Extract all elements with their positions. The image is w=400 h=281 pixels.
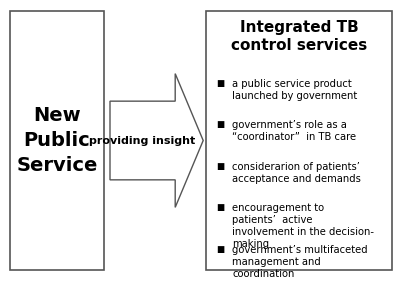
Text: encouragement to
patients’  active
involvement in the decision-
making: encouragement to patients’ active involv… [232, 203, 374, 250]
Polygon shape [110, 74, 203, 207]
Text: ■: ■ [216, 120, 224, 129]
Text: considerarion of patients’
acceptance and demands: considerarion of patients’ acceptance an… [232, 162, 361, 184]
Text: ■: ■ [216, 162, 224, 171]
Text: New
Public
Service: New Public Service [16, 106, 98, 175]
Text: government’s multifaceted
management and
coordination: government’s multifaceted management and… [232, 245, 368, 279]
Bar [206, 11, 392, 270]
Text: ■: ■ [216, 245, 224, 254]
Text: providing insight: providing insight [90, 135, 196, 146]
Text: Integrated TB
control services: Integrated TB control services [231, 20, 367, 53]
Text: ■: ■ [216, 79, 224, 88]
Text: ■: ■ [216, 203, 224, 212]
Text: a public service product
launched by government: a public service product launched by gov… [232, 79, 357, 101]
Bar [10, 11, 104, 270]
Text: government’s role as a
“coordinator”  in TB care: government’s role as a “coordinator” in … [232, 120, 356, 142]
